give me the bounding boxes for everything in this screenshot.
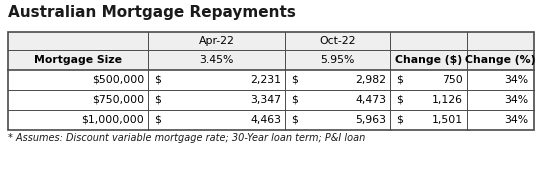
Bar — [8, 32, 534, 130]
Text: Oct-22: Oct-22 — [319, 36, 356, 46]
Text: $: $ — [154, 115, 161, 125]
Text: 5.95%: 5.95% — [320, 55, 354, 65]
Text: 4,473: 4,473 — [355, 95, 386, 105]
Text: $: $ — [291, 75, 298, 85]
Text: $: $ — [291, 95, 298, 105]
Bar — [8, 70, 534, 130]
Text: $: $ — [154, 75, 161, 85]
Text: $750,000: $750,000 — [92, 95, 144, 105]
Text: 3.45%: 3.45% — [199, 55, 234, 65]
Text: $: $ — [291, 115, 298, 125]
Text: Australian Mortgage Repayments: Australian Mortgage Repayments — [8, 5, 296, 20]
Text: 4,463: 4,463 — [250, 115, 281, 125]
Text: $: $ — [396, 95, 403, 105]
Text: 1,126: 1,126 — [432, 95, 463, 105]
Text: 34%: 34% — [504, 75, 528, 85]
Text: $1,000,000: $1,000,000 — [81, 115, 144, 125]
Bar — [8, 32, 534, 70]
Text: * Assumes: Discount variable mortgage rate; 30-Year loan term; P&I loan: * Assumes: Discount variable mortgage ra… — [8, 133, 365, 143]
Text: 3,347: 3,347 — [250, 95, 281, 105]
Text: 750: 750 — [442, 75, 463, 85]
Text: $: $ — [396, 115, 403, 125]
Text: Change (%): Change (%) — [465, 55, 535, 65]
Text: $: $ — [154, 95, 161, 105]
Text: $: $ — [396, 75, 403, 85]
Text: Mortgage Size: Mortgage Size — [34, 55, 122, 65]
Text: 1,501: 1,501 — [432, 115, 463, 125]
Text: Apr-22: Apr-22 — [198, 36, 235, 46]
Text: 5,963: 5,963 — [355, 115, 386, 125]
Text: 2,231: 2,231 — [250, 75, 281, 85]
Text: Change ($): Change ($) — [395, 55, 462, 65]
Text: 34%: 34% — [504, 95, 528, 105]
Text: $500,000: $500,000 — [92, 75, 144, 85]
Text: 2,982: 2,982 — [355, 75, 386, 85]
Text: 34%: 34% — [504, 115, 528, 125]
